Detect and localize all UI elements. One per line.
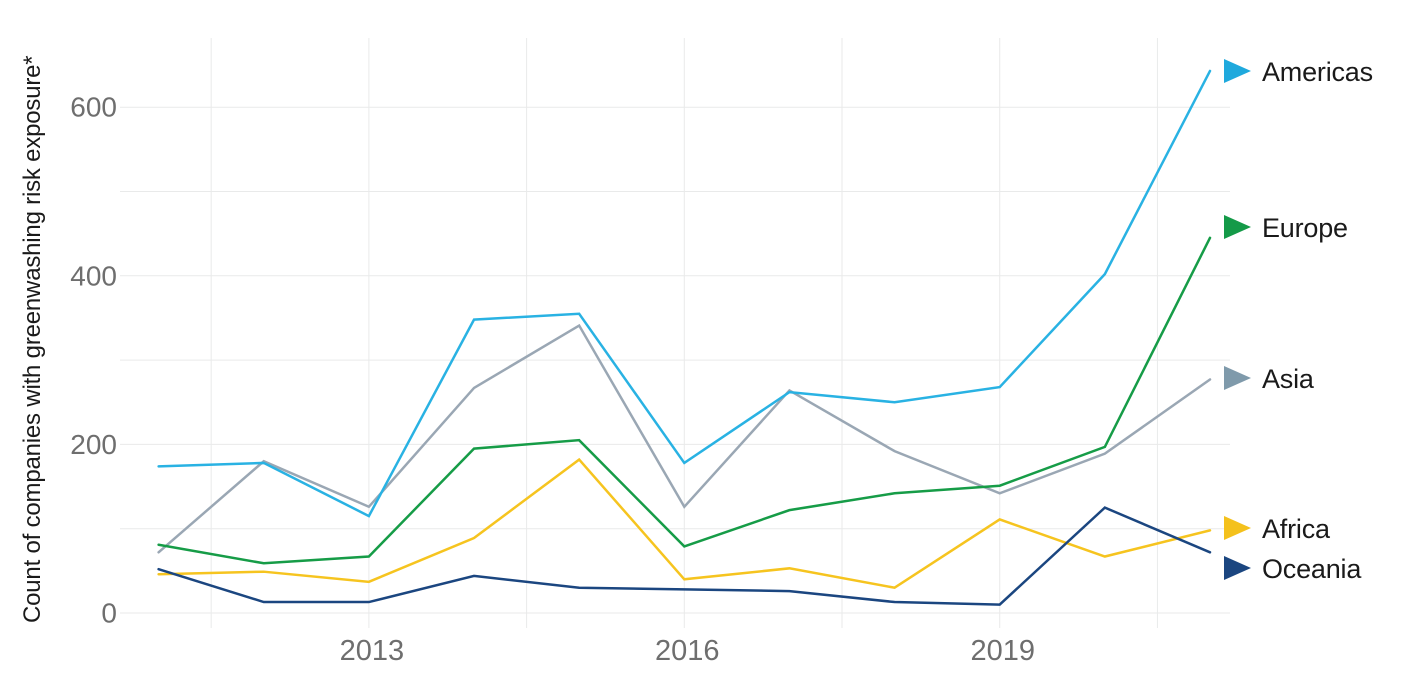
series-line-americas [157, 69, 1212, 518]
y-tick-label: 200 [70, 429, 117, 460]
legend-label-europe: Europe [1262, 213, 1348, 243]
y-axis-title: Count of companies with greenwashing ris… [19, 55, 46, 623]
legend-label-oceania: Oceania [1262, 554, 1362, 584]
series-line-europe [157, 236, 1212, 565]
legend-label-africa: Africa [1262, 514, 1331, 544]
y-tick-label: 600 [70, 92, 117, 123]
legend-marker-europe-icon [1224, 215, 1251, 239]
series-line-oceania [157, 506, 1212, 606]
legend-marker-asia-icon [1224, 366, 1251, 390]
series-line-africa [157, 457, 1212, 590]
legend-marker-oceania-icon [1224, 556, 1251, 580]
legend-label-asia: Asia [1262, 364, 1315, 394]
series-line-asia [157, 323, 1212, 554]
x-tick-label: 2013 [340, 635, 405, 667]
x-tick-label: 2016 [655, 635, 720, 667]
legend-label-americas: Americas [1262, 57, 1373, 87]
legend-marker-africa-icon [1224, 516, 1251, 540]
x-tick-label: 2019 [970, 635, 1035, 667]
y-tick-label: 0 [101, 598, 117, 629]
legend-marker-americas-icon [1224, 59, 1251, 83]
y-tick-label: 400 [70, 260, 117, 291]
